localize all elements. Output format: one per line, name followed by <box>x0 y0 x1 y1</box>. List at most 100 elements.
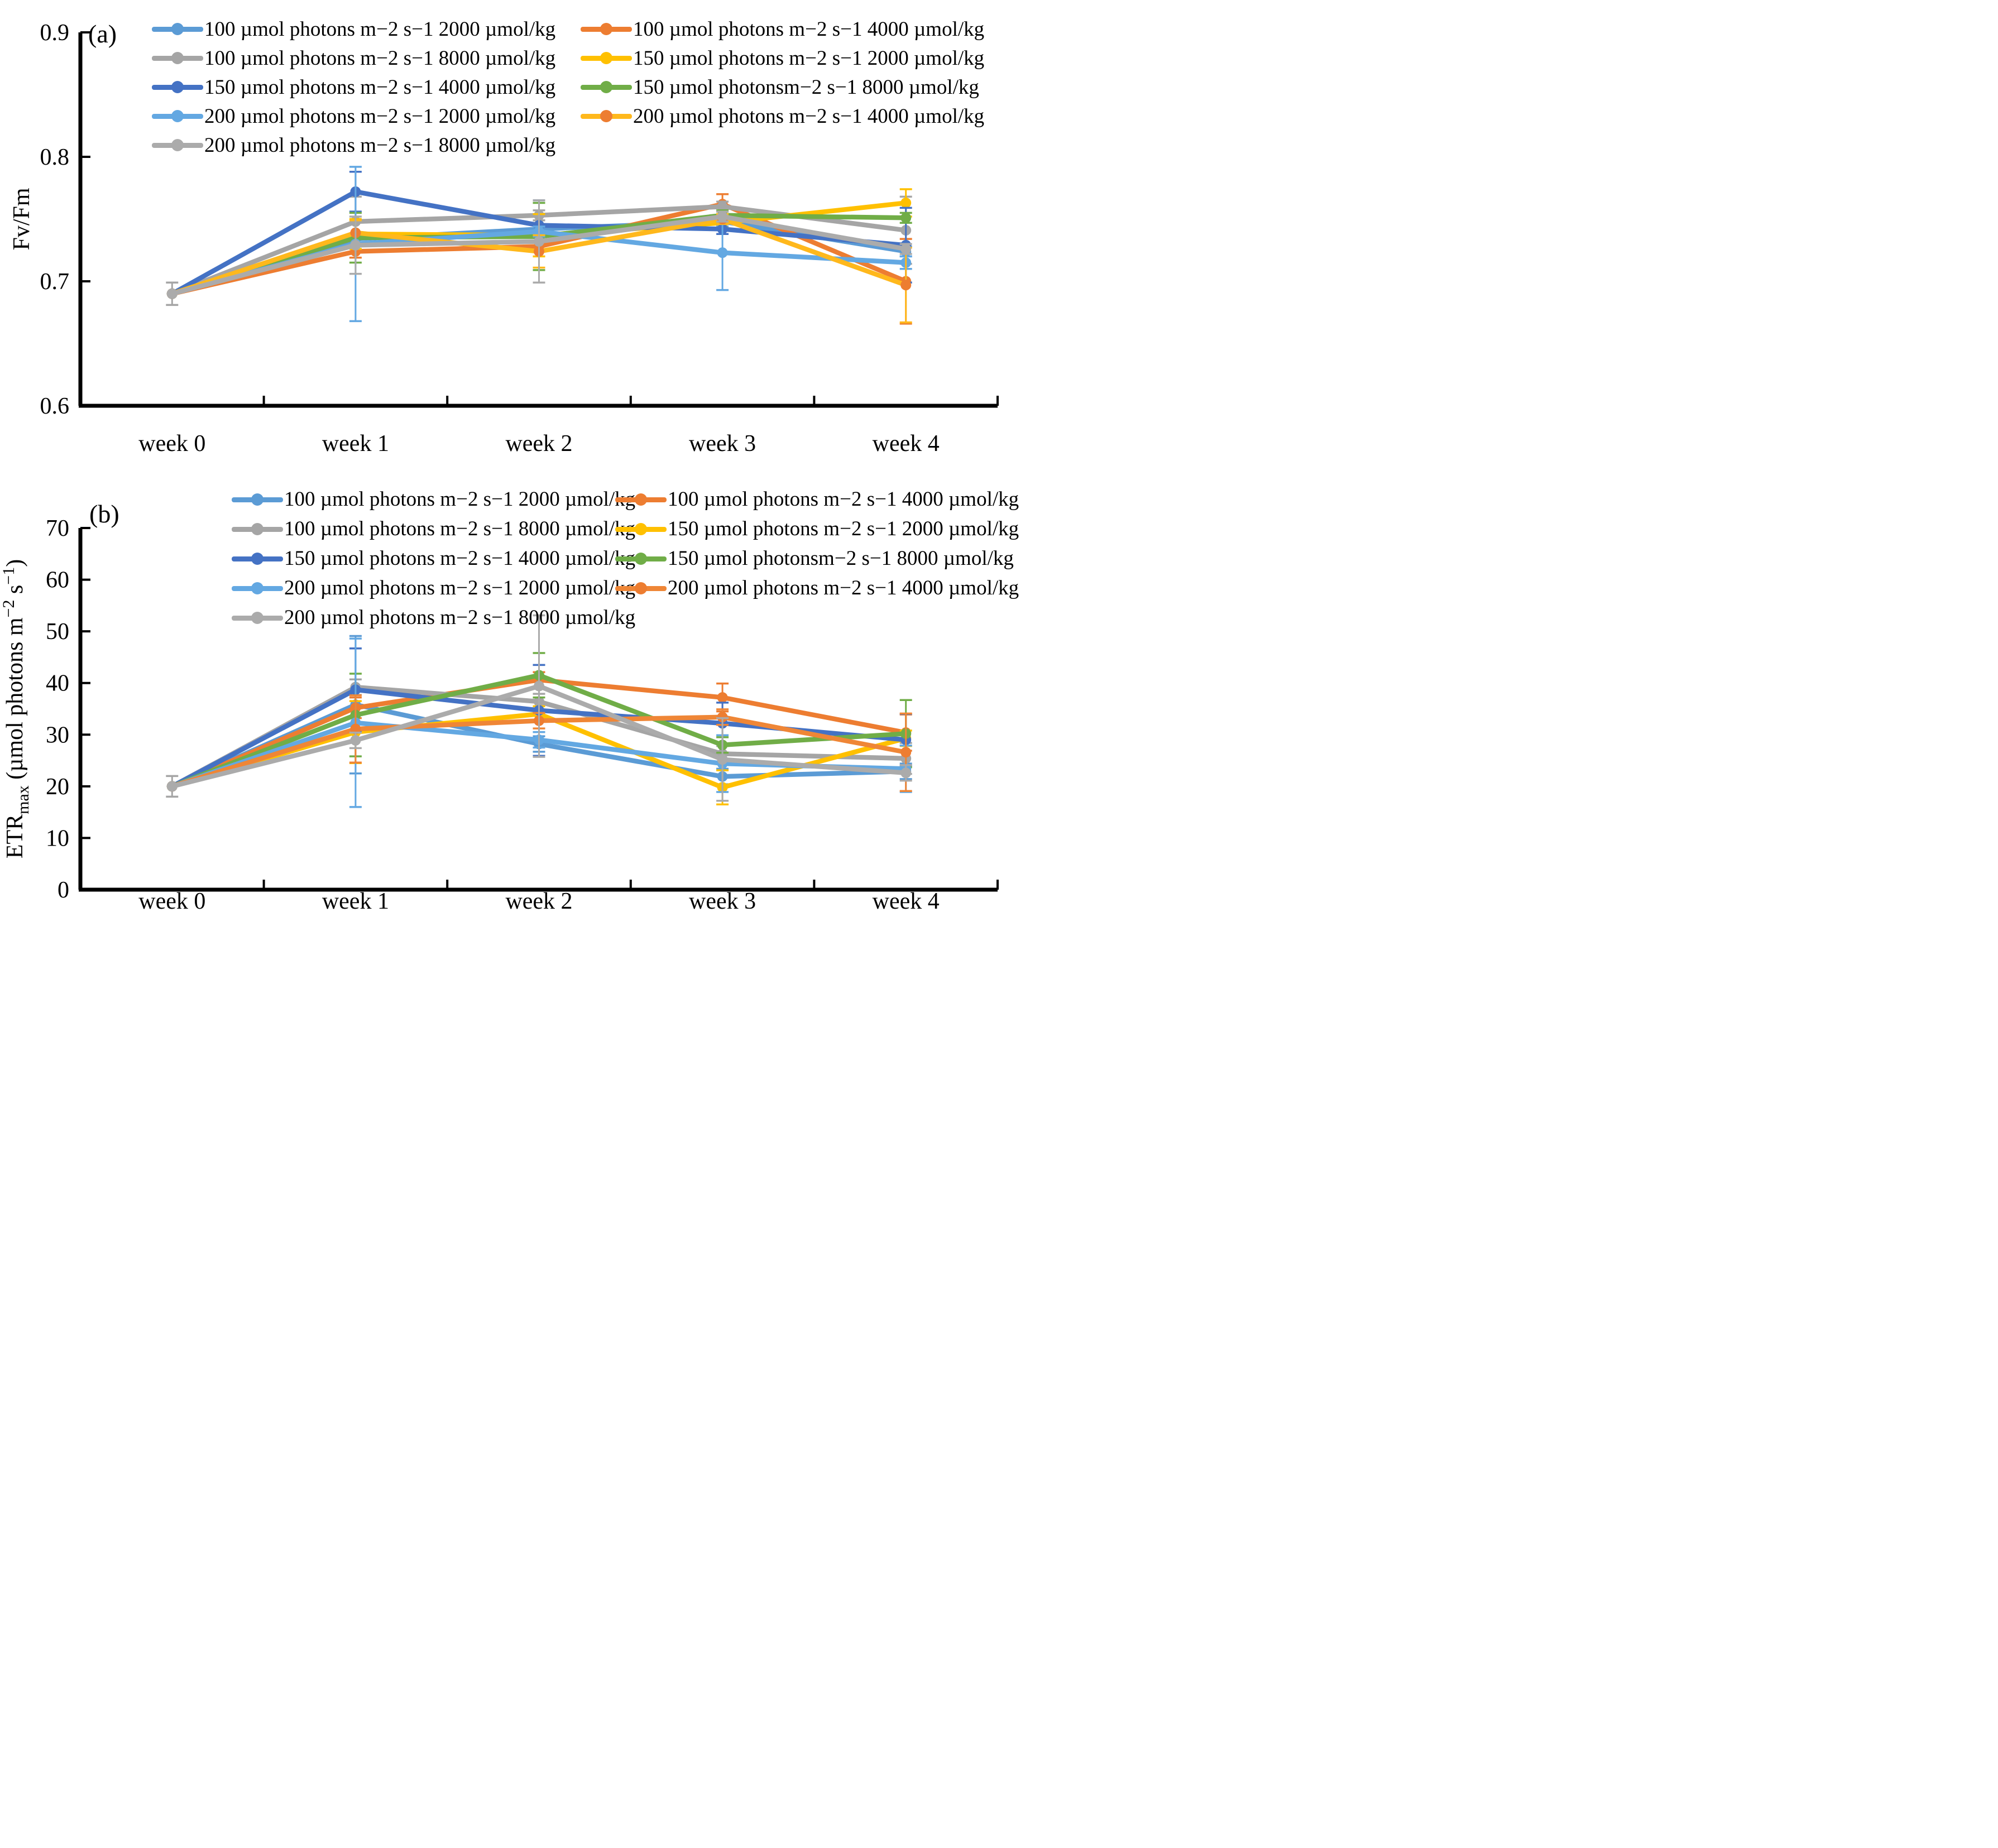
data-point-marker <box>900 767 912 779</box>
legend-dot-icon <box>171 139 184 151</box>
x-tick-label: week 2 <box>505 889 572 914</box>
y-tick-label: 40 <box>46 671 69 697</box>
legend-label: 150 µmol photonsm−2 s−1 8000 µmol/kg <box>633 75 979 99</box>
data-point-marker <box>717 247 728 258</box>
legend-item: 150 µmol photons m−2 s−1 4000 µmol/kg <box>152 77 581 98</box>
legend-dot-icon <box>171 81 184 93</box>
legend-label: 100 µmol photons m−2 s−1 2000 µmol/kg <box>284 488 636 511</box>
series-panel-a-8 <box>166 199 912 299</box>
y-axis-title-part: (µmol photons m <box>2 617 28 785</box>
x-tick-label: week 1 <box>322 889 389 914</box>
y-axis-title-part: −2 <box>0 600 18 618</box>
legend-line-marker-icon <box>581 51 632 65</box>
legend-item: 100 µmol photons m−2 s−1 4000 µmol/kg <box>615 489 1019 510</box>
y-axis-title-part: −1 <box>0 567 18 585</box>
legend-dot-icon <box>600 81 612 93</box>
panel-letter: (b) <box>89 500 119 528</box>
legend-dot-icon <box>635 552 647 565</box>
data-point-marker <box>717 211 728 222</box>
legend-item: 150 µmol photonsm−2 s−1 8000 µmol/kg <box>581 77 984 98</box>
legend-line-marker-icon <box>581 22 632 36</box>
legend-dot-icon <box>251 522 263 535</box>
legend-line-marker-icon <box>232 611 283 625</box>
data-point-marker <box>717 754 728 765</box>
data-point-marker <box>900 747 912 758</box>
legend-item: 200 µmol photons m−2 s−1 4000 µmol/kg <box>581 106 984 127</box>
x-tick-label: week 3 <box>689 889 756 914</box>
data-point-marker <box>900 198 912 209</box>
legend-dot-icon <box>251 611 263 624</box>
legend-item: 200 µmol photons m−2 s−1 2000 µmol/kg <box>232 578 635 598</box>
legend-label: 200 µmol photons m−2 s−1 8000 µmol/kg <box>204 133 556 157</box>
y-tick-label: 20 <box>46 774 69 800</box>
legend-label: 200 µmol photons m−2 s−1 2000 µmol/kg <box>204 104 556 128</box>
data-point-marker <box>900 243 912 255</box>
panel-b: 70 60 50 40 30 20 10 0 week 0 week 1 week 2 week 3 w… <box>0 462 1019 924</box>
data-point-marker <box>166 288 178 299</box>
legend-item: 100 µmol photons m−2 s−1 8000 µmol/kg <box>232 519 635 539</box>
data-point-marker <box>717 692 728 703</box>
legend-item: 200 µmol photons m−2 s−1 8000 µmol/kg <box>152 135 581 156</box>
legend-line-marker-icon <box>581 80 632 94</box>
legend-item: 200 µmol photons m−2 s−1 8000 µmol/kg <box>232 607 635 628</box>
legend-label: 150 µmol photonsm−2 s−1 8000 µmol/kg <box>668 547 1014 570</box>
legend-line-marker-icon <box>232 552 283 565</box>
y-tick-label: 10 <box>46 825 69 851</box>
legend-dot-icon <box>635 582 647 594</box>
y-tick-label: 0 <box>58 877 69 903</box>
y-tick-label: 30 <box>46 722 69 748</box>
legend-line-marker-icon <box>152 51 203 65</box>
legend-dot-icon <box>635 493 647 506</box>
legend-line-marker-icon <box>615 493 667 506</box>
legend-panel-b: 100 µmol photons m−2 s−1 2000 µmol/kg 100… <box>232 484 1019 632</box>
data-point-marker <box>717 201 728 212</box>
legend-line-marker-icon <box>615 522 667 536</box>
legend-label: 100 µmol photons m−2 s−1 4000 µmol/kg <box>668 488 1019 511</box>
data-point-marker <box>900 280 912 291</box>
legend-panel-a: 100 µmol photons m−2 s−1 2000 µmol/kg 100… <box>152 15 984 160</box>
y-axis-title-part: s <box>2 585 28 600</box>
legend-dot-icon <box>251 582 263 594</box>
legend-line-marker-icon <box>152 109 203 123</box>
legend-item: 100 µmol photons m−2 s−1 2000 µmol/kg <box>232 489 635 510</box>
data-point-marker <box>166 781 178 792</box>
data-point-marker <box>350 239 361 251</box>
legend-dot-icon <box>171 52 184 64</box>
panel-letter: (a) <box>88 20 117 48</box>
legend-item: 200 µmol photons m−2 s−1 2000 µmol/kg <box>152 106 581 127</box>
legend-dot-icon <box>251 493 263 506</box>
legend-label: 100 µmol photons m−2 s−1 2000 µmol/kg <box>204 17 556 41</box>
legend-line-marker-icon <box>615 582 667 595</box>
y-tick-label: 0.7 <box>40 269 70 295</box>
legend-label: 150 µmol photons m−2 s−1 4000 µmol/kg <box>204 75 556 99</box>
legend-item: 100 µmol photons m−2 s−1 8000 µmol/kg <box>152 48 581 69</box>
x-tick-label: week 4 <box>873 431 940 457</box>
data-point-marker <box>717 712 728 723</box>
y-axis-title-part: max <box>14 785 32 814</box>
series-panel-b-8 <box>166 614 912 802</box>
y-tick-label: 0.9 <box>40 20 70 46</box>
legend-label: 150 µmol photons m−2 s−1 2000 µmol/kg <box>668 517 1019 540</box>
figure: 0.9 0.8 0.7 0.6 week 0 week 1 week 2 week 3 week… <box>0 0 1019 924</box>
data-point-marker <box>900 212 912 223</box>
legend-dot-icon <box>171 23 184 35</box>
legend-line-marker-icon <box>232 522 283 536</box>
y-tick-label: 0.6 <box>40 393 70 419</box>
legend-item: 150 µmol photons m−2 s−1 2000 µmol/kg <box>615 519 1019 539</box>
legend-dot-icon <box>600 110 612 122</box>
legend-line-marker-icon <box>152 138 203 152</box>
legend-item: 200 µmol photons m−2 s−1 4000 µmol/kg <box>615 578 1019 598</box>
panel-a: 0.9 0.8 0.7 0.6 week 0 week 1 week 2 week 3 week… <box>0 0 999 462</box>
legend-line-marker-icon <box>152 22 203 36</box>
y-tick-label: 70 <box>46 516 69 541</box>
legend-dot-icon <box>635 522 647 535</box>
legend-line-marker-icon <box>232 493 283 506</box>
y-tick-label: 50 <box>46 619 69 645</box>
x-tick-label: week 4 <box>873 889 940 914</box>
y-tick-label: 0.8 <box>40 145 70 170</box>
y-axis-title: ETRmax (µmol photons m−2 s−1) <box>0 559 32 858</box>
legend-line-marker-icon <box>615 552 667 565</box>
legend-label: 200 µmol photons m−2 s−1 4000 µmol/kg <box>668 577 1019 599</box>
legend-label: 100 µmol photons m−2 s−1 8000 µmol/kg <box>204 46 556 70</box>
legend-item: 100 µmol photons m−2 s−1 2000 µmol/kg <box>152 19 581 40</box>
